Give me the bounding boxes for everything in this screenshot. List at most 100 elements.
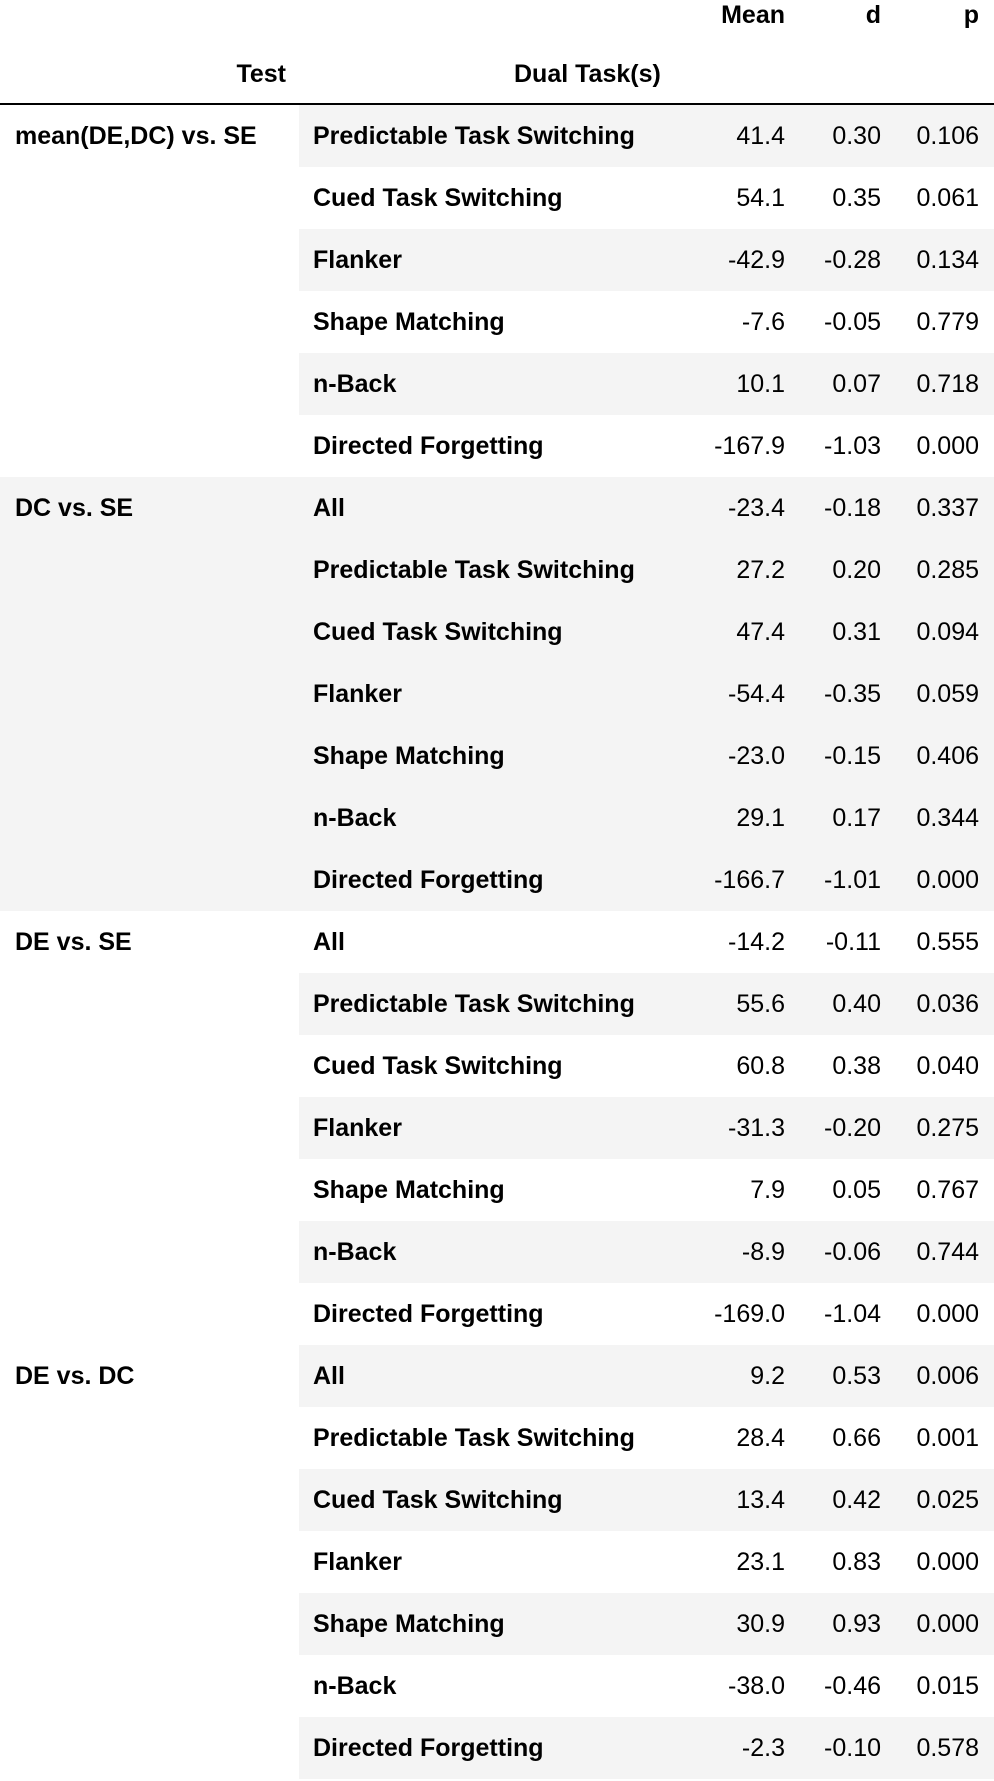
row-background [299, 1469, 994, 1531]
cell-p: 0.337 [916, 494, 979, 522]
group-background [0, 477, 994, 911]
cell-p: 0.555 [916, 928, 979, 956]
cell-p: 0.578 [916, 1734, 979, 1762]
cell-mean: 23.1 [736, 1548, 785, 1576]
cell-mean: 13.4 [736, 1486, 785, 1514]
table-row: Predictable Task Switching 28.4 0.66 0.001 [0, 1407, 994, 1469]
group-label: DE vs. DC [15, 1362, 135, 1390]
cell-d: -0.28 [824, 246, 881, 274]
table-row: Flanker -31.3 -0.20 0.275 [0, 1097, 994, 1159]
header-test: Test [236, 60, 286, 88]
cell-dual-task: Cued Task Switching [313, 618, 563, 646]
cell-p: 0.000 [916, 1610, 979, 1638]
cell-dual-task: Flanker [313, 1548, 402, 1576]
cell-d: -0.20 [824, 1114, 881, 1142]
cell-d: -1.01 [824, 866, 881, 894]
cell-mean: -23.0 [728, 742, 785, 770]
header-d: d [865, 1, 881, 29]
cell-d: -0.06 [824, 1238, 881, 1266]
cell-mean: -54.4 [728, 680, 785, 708]
cell-mean: 47.4 [736, 618, 785, 646]
cell-dual-task: Flanker [313, 246, 402, 274]
cell-dual-task: Predictable Task Switching [313, 990, 635, 1018]
cell-mean: -167.9 [714, 432, 785, 460]
cell-dual-task: Flanker [313, 1114, 402, 1142]
table-row: Flanker 23.1 0.83 0.000 [0, 1531, 994, 1593]
cell-d: -0.11 [825, 928, 881, 956]
cell-dual-task: n-Back [313, 804, 397, 832]
row-background [299, 787, 994, 849]
cell-d: 0.20 [832, 556, 881, 584]
table-row: n-Back 10.1 0.07 0.718 [0, 353, 994, 415]
table-row: Directed Forgetting -2.3 -0.10 0.578 [0, 1717, 994, 1779]
table-header: Mean d p Test Dual Task(s) [0, 0, 994, 105]
row-background [299, 1655, 994, 1717]
cell-mean: -38.0 [728, 1672, 785, 1700]
cell-dual-task: n-Back [313, 1238, 397, 1266]
cell-dual-task: Flanker [313, 680, 402, 708]
row-background [299, 911, 994, 973]
cell-p: 0.040 [916, 1052, 979, 1080]
table-row: Shape Matching -23.0 -0.15 0.406 [0, 725, 994, 787]
cell-dual-task: Predictable Task Switching [313, 1424, 635, 1452]
cell-d: 0.38 [832, 1052, 881, 1080]
table-row: Flanker -54.4 -0.35 0.059 [0, 663, 994, 725]
cell-dual-task: Predictable Task Switching [313, 556, 635, 584]
row-group: DC vs. SE All -23.4 -0.18 0.337 Predictable T… [0, 477, 994, 911]
cell-d: -1.03 [824, 432, 881, 460]
cell-dual-task: All [313, 928, 345, 956]
cell-p: 0.106 [916, 122, 979, 150]
table-row: Predictable Task Switching 55.6 0.40 0.036 [0, 973, 994, 1035]
row-background [299, 601, 994, 663]
row-background [299, 105, 994, 167]
cell-d: -0.15 [824, 742, 881, 770]
row-background [299, 1717, 994, 1779]
cell-mean: -7.6 [741, 308, 785, 336]
table-row: Predictable Task Switching 27.2 0.20 0.285 [0, 539, 994, 601]
row-background [299, 725, 994, 787]
cell-dual-task: Cued Task Switching [313, 1486, 563, 1514]
table-row: n-Back -8.9 -0.06 0.744 [0, 1221, 994, 1283]
header-mean: Mean [721, 1, 785, 29]
cell-d: 0.40 [832, 990, 881, 1018]
cell-p: 0.061 [916, 184, 979, 212]
cell-d: 0.42 [832, 1486, 881, 1514]
cell-dual-task: n-Back [313, 1672, 397, 1700]
row-background [299, 1221, 994, 1283]
cell-d: -0.05 [824, 308, 881, 336]
cell-dual-task: All [313, 1362, 345, 1390]
row-background [299, 973, 994, 1035]
cell-mean: 41.4 [736, 122, 785, 150]
cell-p: 0.001 [916, 1424, 979, 1452]
table-row: Shape Matching 7.9 0.05 0.767 [0, 1159, 994, 1221]
cell-p: 0.015 [916, 1672, 979, 1700]
cell-d: -0.10 [824, 1734, 881, 1762]
cell-d: -0.18 [824, 494, 881, 522]
cell-p: 0.000 [916, 1548, 979, 1576]
cell-dual-task: Directed Forgetting [313, 1734, 544, 1762]
cell-d: 0.66 [832, 1424, 881, 1452]
header-p: p [963, 1, 979, 29]
row-background [299, 1097, 994, 1159]
cell-p: 0.094 [916, 618, 979, 646]
cell-p: 0.406 [916, 742, 979, 770]
table-row: Directed Forgetting -166.7 -1.01 0.000 [0, 849, 994, 911]
cell-mean: 55.6 [736, 990, 785, 1018]
cell-dual-task: n-Back [313, 370, 397, 398]
cell-d: -0.35 [824, 680, 881, 708]
cell-mean: -14.2 [728, 928, 785, 956]
cell-p: 0.059 [916, 680, 979, 708]
cell-dual-task: Directed Forgetting [313, 866, 544, 894]
table-body: mean(DE,DC) vs. SE Predictable Task Switc… [0, 105, 994, 1779]
table-row: n-Back -38.0 -0.46 0.015 [0, 1655, 994, 1717]
row-background [299, 1345, 994, 1407]
cell-p: 0.006 [916, 1362, 979, 1390]
row-background [299, 477, 994, 539]
cell-dual-task: Shape Matching [313, 1176, 505, 1204]
cell-d: 0.83 [832, 1548, 881, 1576]
cell-mean: -166.7 [714, 866, 785, 894]
row-background [299, 353, 994, 415]
cell-p: 0.744 [916, 1238, 979, 1266]
table-row: Directed Forgetting -169.0 -1.04 0.000 [0, 1283, 994, 1345]
cell-mean: 28.4 [736, 1424, 785, 1452]
